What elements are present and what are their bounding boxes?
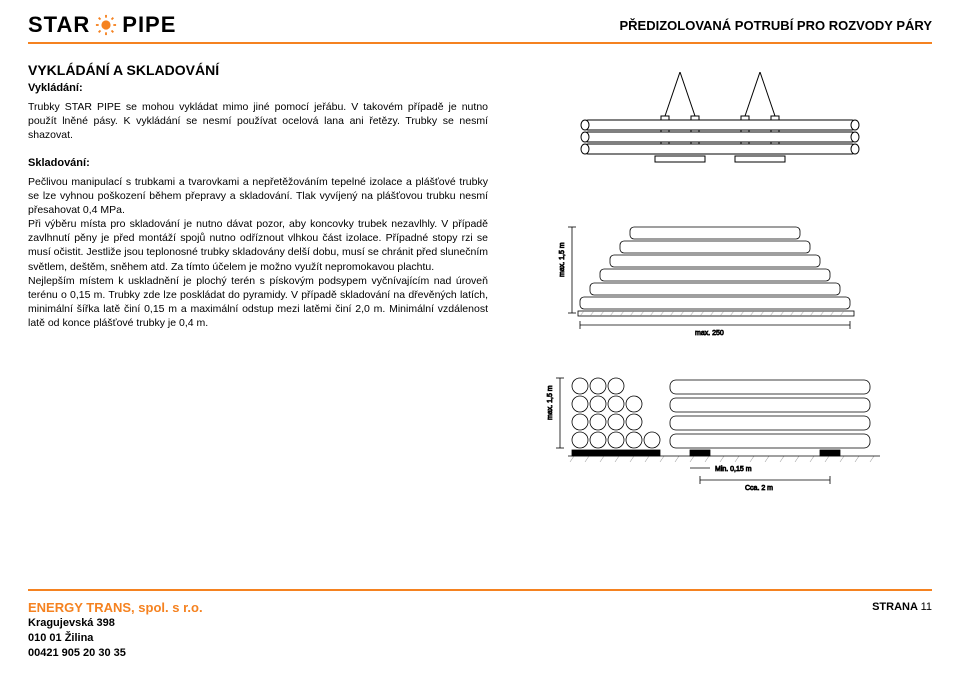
footer: ENERGY TRANS, spol. s r.o. Kragujevská 3…	[28, 589, 932, 661]
text-column: VYKLÁDÁNÍ A SKLADOVÁNÍ Vykládání: Trubky…	[28, 62, 488, 521]
footer-page: STRANA 11	[872, 599, 932, 613]
footer-page-num: 11	[921, 601, 932, 613]
figure-unloading	[565, 72, 875, 197]
page-header-title: PŘEDIZOLOVANÁ POTRUBÍ PRO ROZVODY PÁRY	[619, 18, 932, 33]
footer-company: ENERGY TRANS, spol. s r.o.	[28, 599, 203, 617]
sun-icon	[95, 14, 117, 36]
figures-column: max. 1,5 m	[508, 62, 932, 521]
logo-text-star: STAR	[28, 12, 90, 38]
subsection-title-2: Skladování:	[28, 157, 488, 169]
footer-phone: 00421 905 20 30 35	[28, 646, 203, 661]
footer-page-label: STRANA	[872, 601, 917, 613]
footer-addr1: Kragujevská 398	[28, 616, 203, 631]
header-rule	[28, 42, 932, 44]
figure-storage-pyramid: max. 1,5 m	[550, 215, 890, 350]
body-text-1: Trubky STAR PIPE se mohou vykládat mimo …	[28, 100, 488, 143]
section-title: VYKLÁDÁNÍ A SKLADOVÁNÍ	[28, 62, 488, 78]
footer-addr2: 010 01 Žilina	[28, 631, 203, 646]
dim-max-h-2: max. 1,5 m	[547, 385, 554, 420]
dim-max-h: max. 1,5 m	[559, 242, 566, 277]
figure-storage-laths: max. 1,5 m	[540, 368, 900, 503]
header: STAR PIPE PŘEDIZOLOVANÁ POTRUBÍ PRO ROZV…	[28, 12, 932, 38]
dim-cca: Cca. 2 m	[745, 485, 773, 492]
logo-text-pipe: PIPE	[122, 12, 176, 38]
main-content: VYKLÁDÁNÍ A SKLADOVÁNÍ Vykládání: Trubky…	[28, 62, 932, 521]
footer-rule	[28, 589, 932, 591]
body-text-2: Pečlivou manipulací s trubkami a tvarovk…	[28, 175, 488, 331]
subsection-title-1: Vykládání:	[28, 82, 488, 94]
logo: STAR PIPE	[28, 12, 176, 38]
dim-max-w: max. 250	[695, 330, 724, 337]
footer-address-block: ENERGY TRANS, spol. s r.o. Kragujevská 3…	[28, 599, 203, 661]
dim-min-gap: Min. 0,15 m	[715, 466, 752, 473]
